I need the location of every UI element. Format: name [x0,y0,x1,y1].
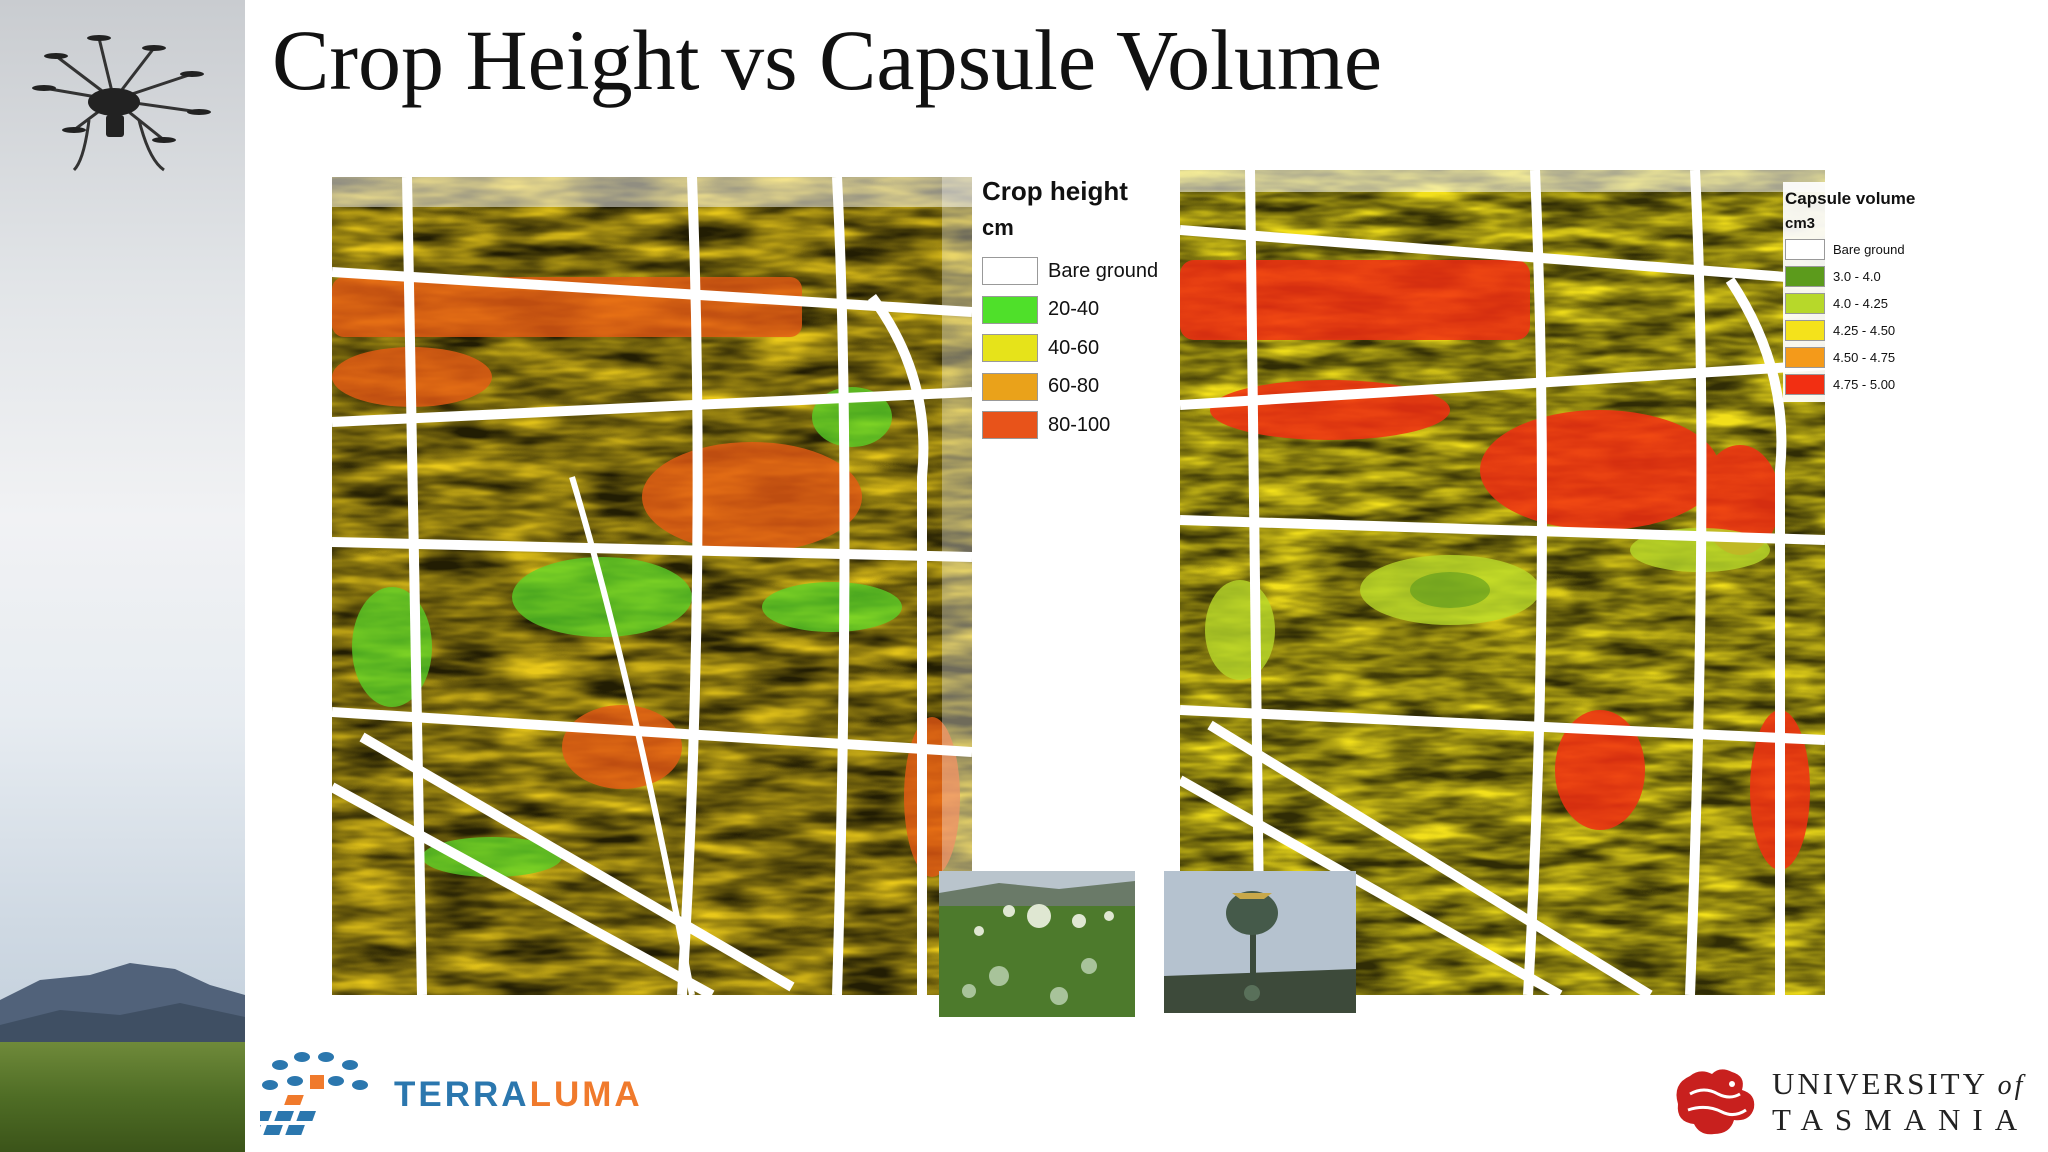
terraluma-wordmark-luma: LUMA [529,1075,643,1114]
side-photo-strip [0,0,245,1152]
legend-item: Bare ground [1785,236,1935,263]
crop-height-legend-title: Crop height [982,176,1128,206]
legend-swatch-60-80 [982,372,1038,401]
capsule-volume-legend-title: Capsule volume [1785,189,1916,208]
legend-label: 4.75 - 5.00 [1833,377,1896,392]
university-of-tasmania-logo: UNIVERSITY of TASMANIA [1670,1064,2029,1140]
legend-swatch-4-25-4-50 [1785,320,1825,341]
legend-swatch-4-50-4-75 [1785,347,1825,368]
legend-label: 20-40 [1048,298,1100,321]
capsule-volume-legend-unit: cm3 [1785,215,1816,232]
poppy-capsule-photo [1164,871,1356,1013]
legend-item: 3.0 - 4.0 [1785,263,1935,290]
crop-height-legend-unit: cm [982,215,1014,240]
legend-swatch-bare-ground [1785,239,1825,260]
legend-item: 4.75 - 5.00 [1785,371,1935,398]
legend-label: 4.0 - 4.25 [1833,296,1888,311]
capsule-volume-map [1180,170,1825,995]
crop-height-legend: Crop height cm Bare ground 20-40 40-60 6… [982,172,1158,445]
legend-label: Bare ground [1048,259,1159,282]
legend-label: 3.0 - 4.0 [1833,269,1881,284]
legend-swatch-3-0-4-0 [1785,266,1825,287]
legend-item: Bare ground [982,252,1158,291]
legend-swatch-4-75-5-00 [1785,374,1825,395]
terraluma-logo: TERRALUMA [260,1045,643,1145]
legend-label: Bare ground [1833,242,1905,257]
terraluma-emblem-icon [260,1052,368,1135]
legend-swatch-40-60 [982,334,1038,363]
capsule-volume-legend: Capsule volume cm3 Bare ground 3.0 - 4.0… [1783,182,1937,402]
legend-item: 60-80 [982,368,1158,407]
terraluma-wordmark-terra: TERRA [394,1075,530,1114]
legend-item: 4.25 - 4.50 [1785,317,1935,344]
legend-item: 20-40 [982,291,1158,330]
slide-title: Crop Height vs Capsule Volume [272,12,1383,108]
lion-crest-icon [1676,1069,1755,1135]
legend-label: 4.25 - 4.50 [1833,323,1896,338]
grass-photo [0,1042,245,1152]
university-wordmark-of: of [1997,1070,2026,1101]
university-wordmark-line1: UNIVERSITY [1772,1066,1987,1101]
legend-swatch-20-40 [982,295,1038,324]
crop-height-map-image [332,177,972,995]
legend-swatch-bare-ground [982,257,1038,286]
legend-label: 4.50 - 4.75 [1833,350,1896,365]
university-wordmark-line2: TASMANIA [1772,1102,2030,1137]
poppy-field-photo [939,871,1135,1017]
legend-item: 40-60 [982,329,1158,368]
legend-item: 80-100 [982,406,1158,445]
drone-icon [32,35,211,172]
legend-item: 4.0 - 4.25 [1785,290,1935,317]
crop-height-map [332,177,972,995]
legend-label: 60-80 [1048,375,1100,398]
legend-swatch-4-0-4-25 [1785,293,1825,314]
legend-swatch-80-100 [982,411,1038,440]
legend-item: 4.50 - 4.75 [1785,344,1935,371]
legend-label: 40-60 [1048,336,1100,359]
capsule-volume-map-image [1180,170,1825,995]
legend-label: 80-100 [1048,413,1111,436]
